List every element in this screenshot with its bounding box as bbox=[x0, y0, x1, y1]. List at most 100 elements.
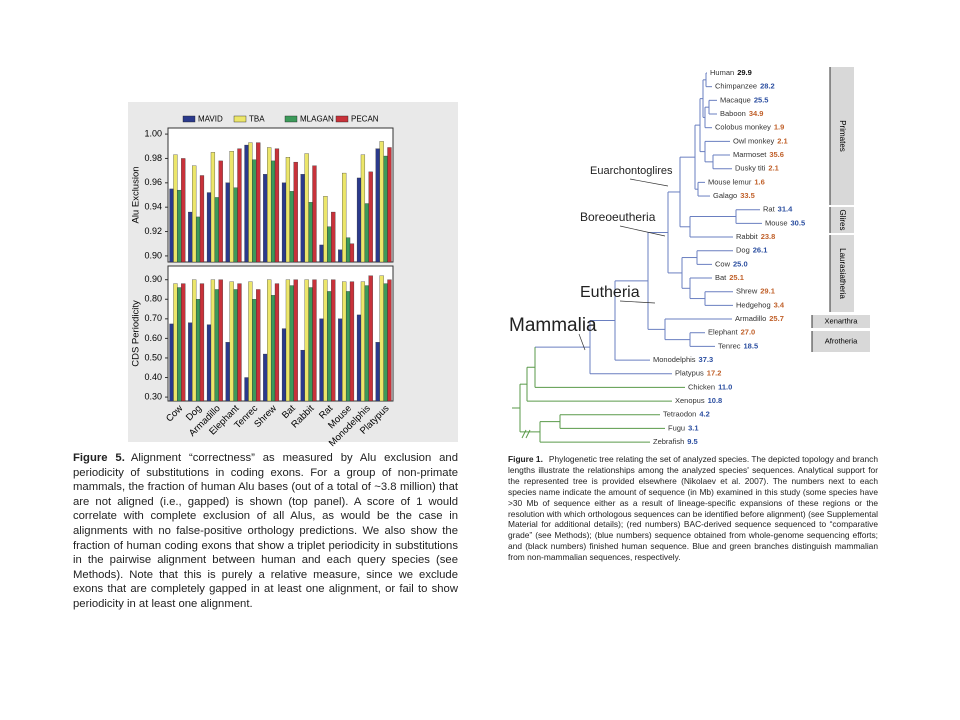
species-name: Zebrafish bbox=[653, 437, 684, 446]
bar bbox=[169, 323, 174, 402]
bar bbox=[181, 158, 186, 263]
y-tick-label: 0.80 bbox=[144, 294, 162, 304]
node-label: Mammalia bbox=[509, 315, 597, 336]
bar bbox=[210, 152, 216, 263]
bar bbox=[304, 279, 309, 402]
bar bbox=[229, 281, 234, 402]
plot-frame bbox=[167, 127, 394, 263]
bar bbox=[281, 328, 287, 402]
bar bbox=[206, 192, 212, 263]
bar bbox=[300, 174, 305, 263]
bar bbox=[375, 342, 380, 402]
bar bbox=[387, 147, 392, 263]
species-name: Chimpanzee bbox=[715, 82, 757, 91]
bar bbox=[188, 322, 193, 402]
species-mb: 10.8 bbox=[708, 396, 723, 405]
species-name: Platypus bbox=[675, 369, 704, 378]
clade-bar bbox=[830, 207, 854, 233]
y-tick-label: 0.30 bbox=[144, 391, 162, 401]
bar bbox=[379, 141, 384, 263]
bar bbox=[256, 289, 261, 402]
clade-bar bbox=[812, 331, 870, 352]
clade-label: Laurasiatheria bbox=[838, 248, 847, 299]
species-mb: 31.4 bbox=[778, 205, 793, 214]
bar bbox=[274, 283, 280, 402]
species-name: Human bbox=[710, 68, 734, 77]
species-name: Tetraodon bbox=[663, 410, 696, 419]
bar bbox=[218, 160, 223, 263]
bar bbox=[237, 283, 242, 402]
y-tick-label: 0.92 bbox=[144, 226, 162, 236]
bar bbox=[267, 147, 272, 263]
bar bbox=[387, 279, 392, 402]
bar bbox=[274, 148, 280, 263]
bar bbox=[368, 171, 373, 263]
bar bbox=[218, 279, 223, 402]
species-name: Hedgehog bbox=[736, 300, 771, 309]
species-name: Macaque bbox=[720, 95, 751, 104]
bar bbox=[356, 177, 362, 263]
bar bbox=[308, 202, 313, 263]
bar bbox=[267, 279, 272, 402]
bar bbox=[368, 275, 373, 402]
bar bbox=[285, 279, 291, 402]
bar bbox=[338, 249, 343, 263]
bar bbox=[338, 318, 343, 402]
legend-swatch bbox=[233, 115, 247, 123]
bar bbox=[345, 291, 351, 402]
species-name: Shrew bbox=[736, 287, 758, 296]
y-tick-label: 0.98 bbox=[144, 153, 162, 163]
bar bbox=[379, 275, 384, 402]
bar bbox=[270, 160, 276, 263]
species-mb: 33.5 bbox=[740, 191, 755, 200]
species-mb: 2.1 bbox=[777, 136, 787, 145]
caption-label: Figure 1. bbox=[508, 454, 543, 464]
break-mark bbox=[521, 429, 527, 439]
species-name: Cow bbox=[715, 259, 731, 268]
clade-label: Primates bbox=[838, 120, 847, 152]
bar bbox=[331, 279, 336, 402]
y-tick-label: 0.96 bbox=[144, 177, 162, 187]
bar bbox=[192, 279, 197, 402]
species-name: Baboon bbox=[720, 109, 746, 118]
bar bbox=[364, 285, 369, 402]
legend-label: MLAGAN bbox=[300, 115, 334, 124]
plot-frame bbox=[167, 265, 394, 402]
bar bbox=[293, 279, 298, 402]
species-name: Mouse bbox=[765, 218, 788, 227]
y-tick-label: 1.00 bbox=[144, 128, 162, 138]
species-name: Xenopus bbox=[675, 396, 705, 405]
bar bbox=[375, 148, 380, 263]
species-name: Fugu bbox=[668, 423, 685, 432]
bar bbox=[173, 154, 178, 263]
clade-label: Afrotheria bbox=[825, 336, 858, 345]
legend-label: PECAN bbox=[351, 115, 379, 124]
bar bbox=[293, 161, 298, 263]
bar bbox=[289, 191, 294, 263]
bar bbox=[225, 342, 230, 402]
bar bbox=[300, 349, 305, 402]
bar bbox=[199, 175, 205, 263]
species-name: Monodelphis bbox=[653, 355, 696, 364]
node-label: Eutheria bbox=[580, 284, 640, 301]
bar bbox=[319, 244, 324, 263]
bar bbox=[364, 203, 369, 263]
bar bbox=[244, 377, 249, 402]
legend-swatch bbox=[335, 115, 349, 123]
bar bbox=[173, 283, 178, 402]
species-mb: 26.1 bbox=[753, 246, 768, 255]
caption-label: Figure 5. bbox=[73, 452, 125, 464]
species-mb: 1.6 bbox=[754, 177, 764, 186]
figure1-panel bbox=[506, 62, 856, 452]
species-name: Armadillo bbox=[735, 314, 766, 323]
bar bbox=[169, 188, 174, 263]
bar bbox=[263, 174, 268, 263]
bar bbox=[263, 353, 268, 402]
bar bbox=[312, 165, 317, 263]
bar bbox=[206, 324, 212, 402]
clade-bar bbox=[830, 235, 854, 312]
species-mb: 25.5 bbox=[754, 95, 769, 104]
bar bbox=[342, 281, 347, 402]
species-name: Rat bbox=[763, 205, 776, 214]
species-mb: 25.1 bbox=[729, 273, 744, 282]
